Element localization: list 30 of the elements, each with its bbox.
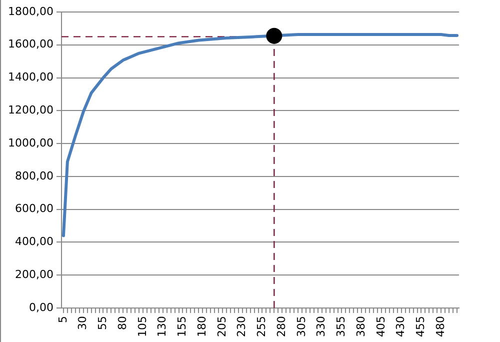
x-tick-label: 480 <box>434 316 447 338</box>
x-tick-label: 30 <box>76 316 90 330</box>
y-tick-label: 400,00 <box>14 235 54 248</box>
x-tick-label: 5 <box>56 316 70 324</box>
y-tick-label: 200,00 <box>14 268 54 281</box>
x-tick-label: 130 <box>156 316 169 338</box>
x-tick-label: 255 <box>255 316 268 338</box>
x-tick-label: 155 <box>176 316 189 338</box>
x-tick-label: 355 <box>334 316 348 338</box>
y-tick-label: 1200,00 <box>8 104 54 117</box>
x-tick-label: 180 <box>195 316 208 338</box>
x-tick-label: 230 <box>235 316 248 338</box>
y-tick-label: 1000,00 <box>8 136 54 150</box>
y-tick-label: 800,00 <box>14 169 54 182</box>
x-tick-label: 80 <box>116 316 129 330</box>
x-tick-label: 55 <box>96 316 110 330</box>
x-tick-label: 205 <box>215 316 228 338</box>
y-tick-label: 0,00 <box>28 300 54 314</box>
x-tick-label: 330 <box>314 316 328 338</box>
x-tick-label: 280 <box>274 316 288 338</box>
x-tick-label: 105 <box>136 316 149 338</box>
y-tick-label: 1600,00 <box>8 38 54 51</box>
x-tick-label: 380 <box>354 316 368 338</box>
y-tick-label: 1800,00 <box>8 4 54 18</box>
y-tick-label: 600,00 <box>14 202 54 216</box>
x-tick-label: 305 <box>294 316 308 338</box>
x-tick-label: 405 <box>374 316 388 338</box>
y-tick-label: 1400,00 <box>8 70 54 84</box>
x-tick-label: 455 <box>414 316 428 338</box>
x-tick-label: 430 <box>394 316 408 338</box>
